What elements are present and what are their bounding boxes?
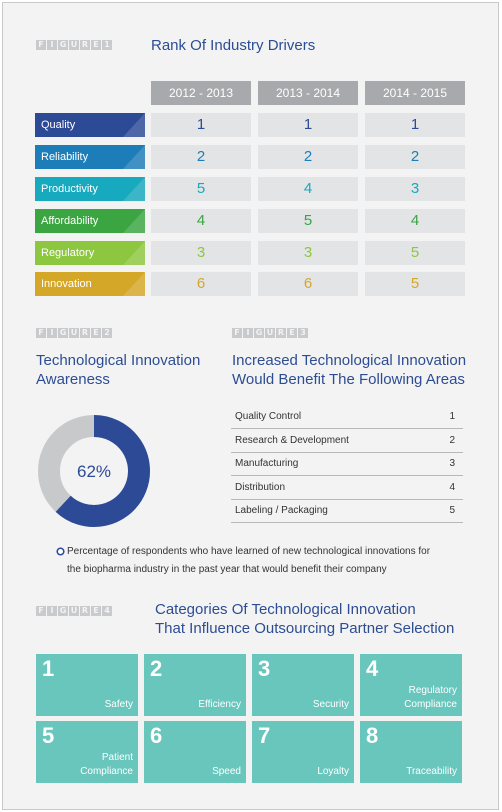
area-rank: 5 [449,505,455,517]
area-rank: 2 [449,434,455,446]
awareness-caption: Percentage of respondents who have learn… [67,546,431,557]
tile-label: Security [313,698,349,712]
area-name: Research & Development [235,434,349,446]
rank-cell: 3 [258,241,358,265]
tile-label: Regulatory Compliance [404,684,457,712]
rank-cell: 6 [151,272,251,296]
area-rank: 1 [449,411,455,422]
tile-label-line2: Traceability [406,766,457,777]
tile-number: 7 [258,723,271,748]
tile-number: 6 [150,723,163,748]
rank-cell: 1 [258,113,358,137]
donut-percent-label: 62% [77,462,111,481]
tile-number: 4 [366,656,379,681]
area-row: Research & Development 2 [231,429,463,453]
tile-number: 3 [258,656,271,681]
driver-label: Affordability [35,209,145,233]
rank-cell: 6 [258,272,358,296]
driver-label: Quality [35,113,145,137]
tile-label-line1: Regulatory [408,685,457,696]
year-header-2013: 2013 - 2014 [258,81,358,105]
tile-label-line2: Compliance [80,766,133,777]
tile-label: Traceability [406,765,457,779]
driver-label: Regulatory [35,241,145,265]
rank-cell: 5 [151,177,251,201]
tile-label-line1: Patient [101,752,133,763]
awareness-caption-line2: the biopharma industry in the past year … [67,564,387,575]
donut-value-arc [55,415,150,527]
rank-cell: 4 [365,209,465,233]
area-rank: 4 [449,481,455,493]
tile-label-line2: Loyalty [317,766,349,777]
rank-cell: 2 [365,145,465,169]
area-rank: 3 [449,458,455,470]
category-tile: 5 Patient Compliance [36,721,138,783]
tile-number: 2 [150,656,163,681]
awareness-donut-chart: 62% [38,415,150,527]
figure-3-title: Increased Technological Innovation Would… [232,352,467,388]
category-tile: 2 Efficiency [144,654,246,716]
tile-number: 1 [42,656,55,681]
category-tile: 4 Regulatory Compliance [360,654,462,716]
area-name: Quality Control [235,411,302,422]
driver-label: Productivity [35,177,145,201]
tile-label-line2: Efficiency [198,699,241,710]
rank-cell: 3 [151,241,251,265]
category-tile: 3 Security [252,654,354,716]
year-header-2014: 2014 - 2015 [365,81,465,105]
rank-cell: 2 [151,145,251,169]
figure-2-title: Technological Innovation Awareness [36,352,201,388]
rank-cell: 5 [365,272,465,296]
area-name: Distribution [235,481,286,493]
tile-label: Patient Compliance [80,751,133,779]
tile-label: Loyalty [317,765,349,779]
caption-bullet-icon [56,547,65,556]
category-tile: 7 Loyalty [252,721,354,783]
area-row: Labeling / Packaging 5 [231,499,463,524]
tile-number: 5 [42,723,55,748]
rank-cell: 5 [258,209,358,233]
area-row: Manufacturing 3 [231,452,463,477]
year-header-2012: 2012 - 2013 [151,81,251,105]
tile-label-line2: Speed [212,766,241,777]
tile-label-line2: Security [312,699,349,710]
rank-cell: 2 [258,145,358,169]
rank-cell: 4 [151,209,251,233]
rank-cell: 3 [365,177,465,201]
tile-label-line2: Safety [104,699,133,710]
tile-label: Efficiency [198,698,241,712]
figure-4-title: Categories Of Technological Innovation T… [155,601,455,637]
area-name: Labeling / Packaging [235,505,328,517]
figure-1-title: Rank Of Industry Drivers [151,37,316,54]
driver-label: Reliability [35,145,145,169]
area-row: Distribution 4 [231,476,463,500]
tile-label: Safety [105,698,133,712]
rank-cell: 4 [258,177,358,201]
category-tile: 1 Safety [36,654,138,716]
rank-cell: 1 [365,113,465,137]
driver-label: Innovation [35,272,145,296]
tile-label: Speed [212,765,241,779]
category-tile: 8 Traceability [360,721,462,783]
area-name: Manufacturing [235,458,299,470]
area-row: Quality Control 1 [231,405,463,429]
category-tile: 6 Speed [144,721,246,783]
tile-label-line2: Compliance [404,699,457,710]
rank-cell: 5 [365,241,465,265]
rank-cell: 1 [151,113,251,137]
tile-number: 8 [366,723,379,748]
